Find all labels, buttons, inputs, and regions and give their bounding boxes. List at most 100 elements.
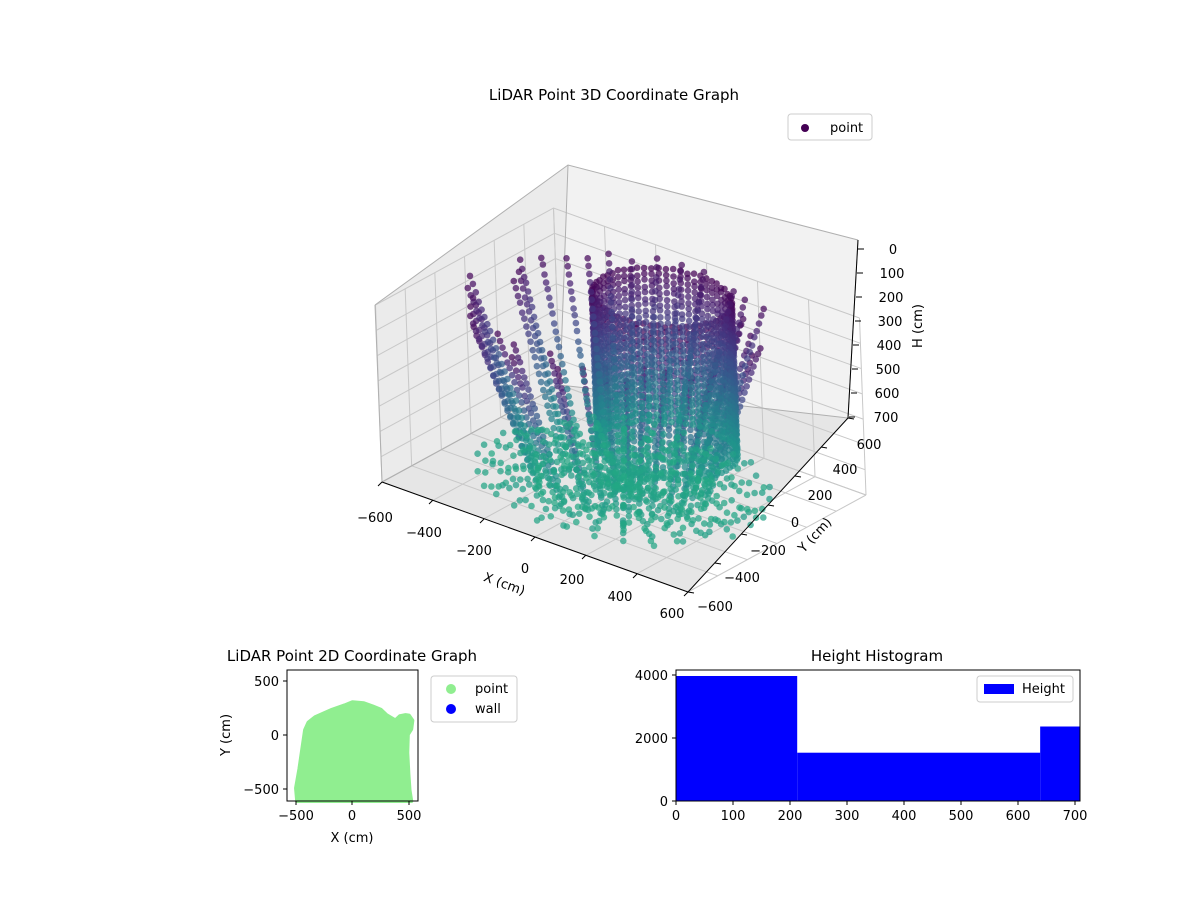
lidar-point bbox=[665, 332, 672, 339]
lidar-point bbox=[688, 390, 696, 397]
lidar-point bbox=[709, 301, 716, 309]
lidar-point bbox=[658, 363, 666, 370]
lidar-point bbox=[610, 342, 617, 350]
lidar-point bbox=[549, 363, 557, 370]
lidar-point bbox=[546, 481, 553, 489]
lidar-point bbox=[605, 260, 613, 267]
lidar-point bbox=[635, 483, 642, 490]
lidar-point bbox=[574, 503, 582, 511]
lidar-point bbox=[614, 423, 621, 430]
lidar-point bbox=[690, 331, 698, 339]
lidar-point bbox=[731, 511, 738, 519]
y-tick: 4000 bbox=[635, 669, 676, 684]
lidar-point bbox=[557, 352, 564, 360]
lidar-point bbox=[680, 359, 688, 367]
lidar-point bbox=[565, 506, 573, 513]
lidar-point bbox=[700, 365, 708, 372]
lidar-point bbox=[583, 446, 590, 454]
lidar-point bbox=[641, 288, 649, 296]
lidar-point bbox=[534, 426, 542, 434]
lidar-point bbox=[538, 346, 546, 354]
lidar-point bbox=[636, 332, 643, 339]
lidar-point bbox=[695, 411, 703, 419]
lidar-point bbox=[681, 476, 689, 484]
lidar-point bbox=[623, 340, 630, 348]
z-ticks-3d: 0 100 200 300 400 500 600 700 bbox=[849, 243, 904, 426]
lidar-point bbox=[657, 320, 664, 328]
lidar-point bbox=[673, 352, 680, 360]
x-tick: 300 bbox=[835, 801, 859, 824]
lidar-point bbox=[673, 358, 680, 365]
lidar-point bbox=[583, 474, 590, 482]
lidar-point bbox=[684, 287, 692, 294]
lidar-point bbox=[590, 441, 597, 449]
lidar-point bbox=[696, 423, 703, 430]
lidar-point bbox=[521, 392, 528, 400]
lidar-point bbox=[723, 526, 731, 533]
lidar-point bbox=[737, 311, 745, 318]
lidar-point bbox=[671, 450, 679, 458]
lidar-point bbox=[650, 322, 657, 330]
lidar-point bbox=[620, 448, 628, 455]
lidar-point bbox=[636, 326, 643, 334]
lidar-point bbox=[705, 341, 713, 349]
lidar-point bbox=[620, 526, 627, 534]
lidar-point bbox=[731, 334, 739, 341]
lidar-point bbox=[688, 384, 695, 392]
lidar-point bbox=[699, 333, 706, 340]
lidar-point bbox=[609, 458, 616, 466]
lidar-point bbox=[760, 514, 767, 521]
lidar-point bbox=[488, 450, 496, 457]
lidar-point bbox=[689, 421, 697, 428]
lidar-point bbox=[621, 296, 629, 304]
lidar-point bbox=[550, 394, 558, 402]
lidar-point bbox=[593, 419, 600, 427]
lidar-point bbox=[660, 430, 667, 438]
lidar-point bbox=[577, 352, 584, 359]
lidar-point bbox=[628, 322, 636, 329]
x-tick-label: 400 bbox=[892, 809, 917, 824]
lidar-point bbox=[643, 444, 651, 452]
lidar-point bbox=[472, 289, 480, 296]
lidar-point bbox=[638, 404, 646, 411]
lidar-point bbox=[626, 419, 633, 427]
lidar-point bbox=[681, 463, 689, 471]
lidar-point bbox=[694, 438, 701, 445]
lidar-point bbox=[646, 417, 653, 424]
lidar-point bbox=[539, 433, 547, 441]
lidar-point bbox=[616, 303, 623, 311]
lidar-point bbox=[698, 321, 706, 328]
y-tick-label: 0 bbox=[791, 516, 799, 531]
lidar-point bbox=[707, 408, 715, 416]
lidar-point bbox=[652, 393, 660, 401]
lidar-point bbox=[521, 422, 528, 430]
lidar-point bbox=[591, 532, 598, 540]
x-tick: 500 bbox=[949, 801, 973, 824]
lidar-point bbox=[620, 463, 628, 471]
lidar-point bbox=[643, 325, 650, 333]
lidar-point bbox=[636, 500, 643, 507]
lidar-point bbox=[675, 406, 682, 414]
histogram-frame bbox=[675, 669, 1081, 802]
lidar-point bbox=[637, 362, 644, 370]
lidar-point bbox=[628, 296, 636, 303]
lidar-point bbox=[645, 386, 652, 394]
lidar-point bbox=[704, 305, 711, 313]
lidar-point bbox=[510, 277, 518, 285]
lidar-point bbox=[528, 502, 535, 510]
y-tick-label: 0 bbox=[271, 729, 279, 744]
lidar-point bbox=[648, 354, 656, 362]
x-tick: 0 bbox=[348, 801, 356, 824]
lidar-point bbox=[545, 497, 552, 505]
lidar-point bbox=[737, 379, 744, 387]
point-cloud bbox=[464, 250, 773, 550]
lidar-point bbox=[700, 376, 708, 383]
lidar-point bbox=[620, 537, 627, 545]
lidar-point bbox=[622, 326, 630, 334]
lidar-point bbox=[691, 278, 698, 286]
lidar-point bbox=[699, 346, 707, 354]
lidar-point bbox=[607, 299, 615, 306]
lidar-point bbox=[741, 362, 749, 370]
lidar-point bbox=[713, 492, 720, 500]
lidar-point bbox=[751, 333, 758, 341]
